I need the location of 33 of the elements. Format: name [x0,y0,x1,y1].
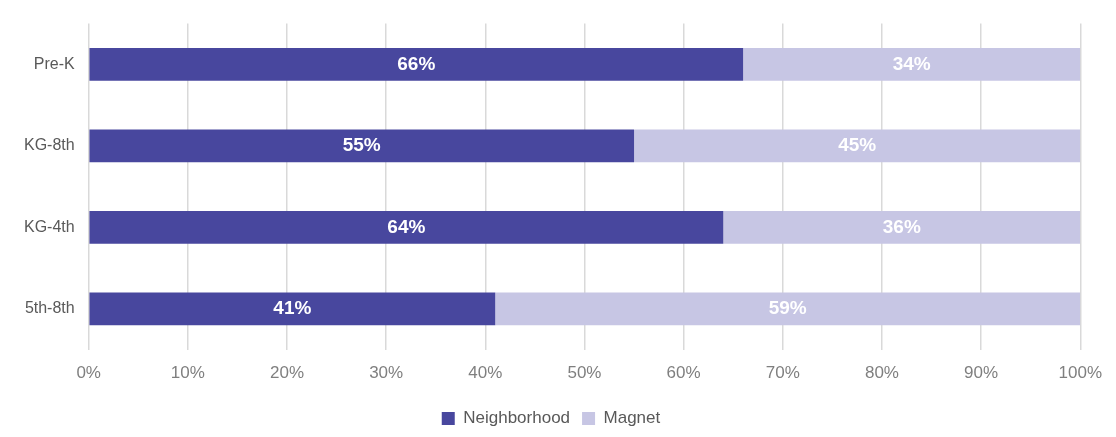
legend-label: Magnet [603,408,661,428]
bar [89,292,496,326]
bar [89,211,724,244]
x-tick-label: 70% [765,363,800,383]
data-label: 59% [768,297,807,319]
x-tick-label: 90% [964,363,999,383]
y-tick-label: KG-4th [24,217,75,235]
data-label: 34% [892,52,931,74]
legend-label: Neighborhood [463,408,571,428]
x-tick-label: 80% [864,363,899,383]
y-tick-label: Pre-K [33,54,76,72]
data-label: 36% [882,215,921,237]
data-label: 66% [397,52,436,74]
x-tick-label: 20% [269,363,305,383]
data-label: 64% [387,215,426,237]
bar [634,129,1081,163]
y-tick-label: 5th-8th [24,299,75,317]
x-tick-label: 50% [567,363,602,383]
x-tick-label: 60% [666,363,701,383]
bar [495,292,1081,326]
data-label: 55% [342,134,381,156]
x-tick-label: 100% [1058,363,1102,383]
bar [89,129,635,163]
bar [89,48,744,81]
data-label: 41% [273,297,312,319]
data-label: 45% [838,134,877,156]
x-tick-label: 30% [369,363,404,383]
bar [743,48,1081,81]
x-tick-label: 10% [170,363,205,383]
x-tick-label: 0% [76,363,101,383]
y-tick-label: KG-8th [24,136,75,154]
x-tick-label: 40% [468,363,503,383]
bar [723,211,1081,244]
